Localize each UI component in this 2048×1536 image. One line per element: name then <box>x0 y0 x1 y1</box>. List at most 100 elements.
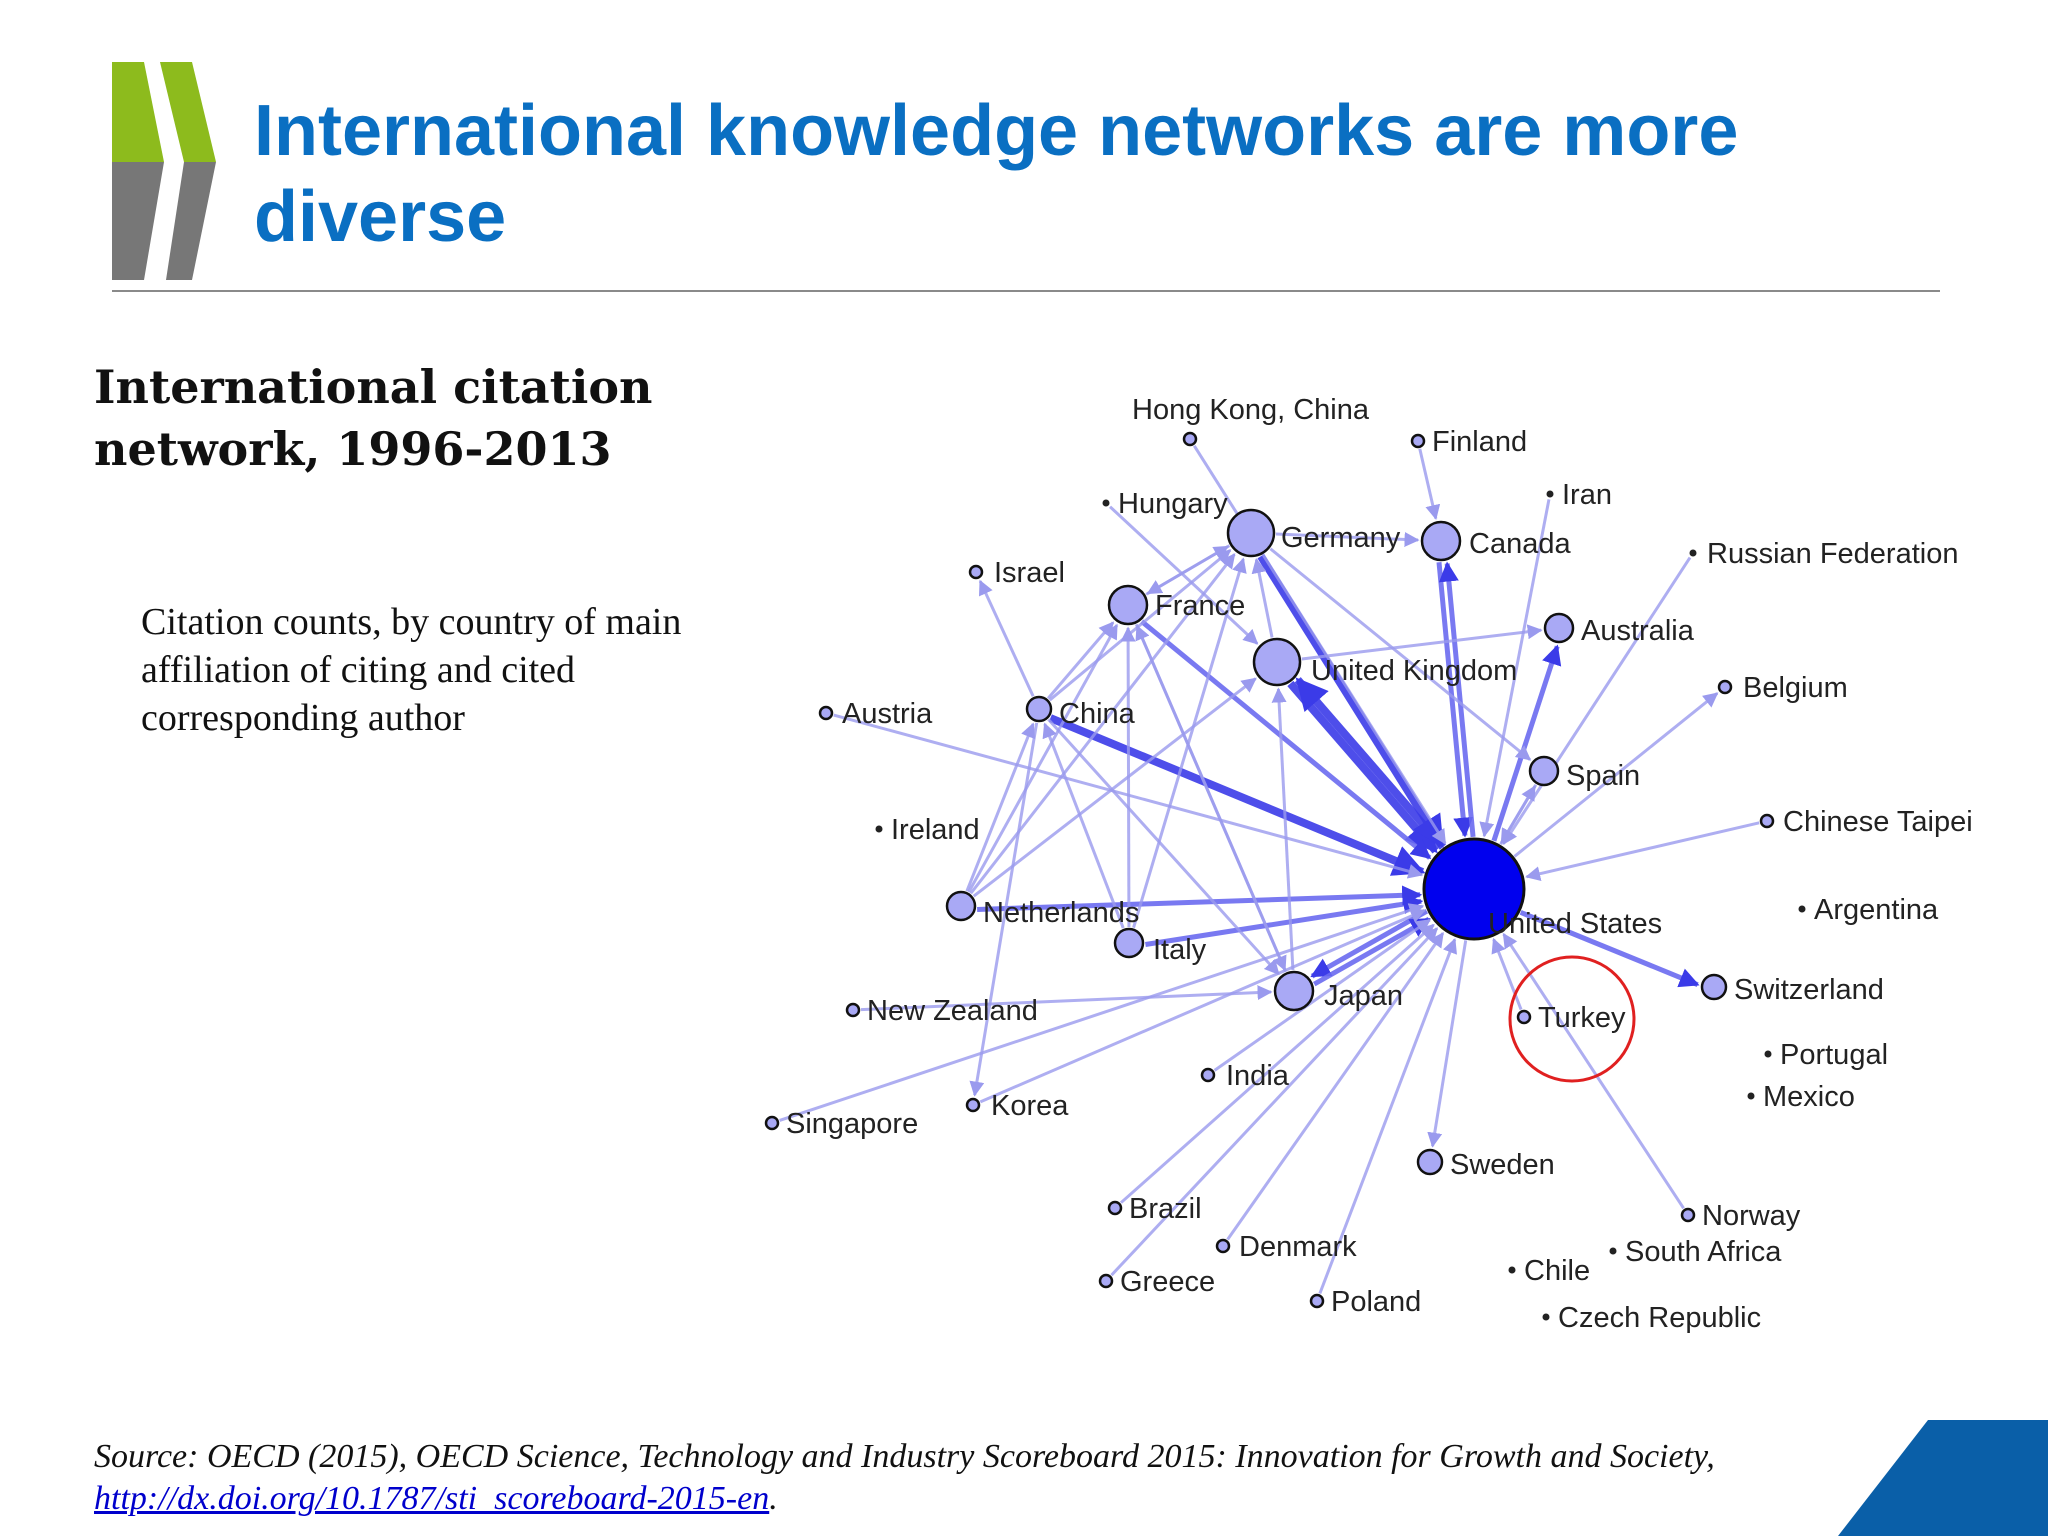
node-label-czech-republic: Czech Republic <box>1558 1302 1761 1334</box>
node-label-norway: Norway <box>1702 1200 1801 1232</box>
title-divider <box>112 290 1940 292</box>
node-japan <box>1273 970 1315 1012</box>
node-france <box>1107 584 1149 626</box>
edge-finland-to-canada <box>1418 448 1441 521</box>
node-label-mexico: Mexico <box>1763 1081 1855 1113</box>
node-label-greece: Greece <box>1120 1266 1215 1298</box>
source-text: Source: OECD (2015), OECD Science, Techn… <box>94 1438 1715 1475</box>
node-label-sweden: Sweden <box>1450 1149 1555 1181</box>
node-hungary <box>1102 499 1110 507</box>
edge-japan-to-united-states <box>1313 916 1431 987</box>
node-label-portugal: Portugal <box>1780 1039 1888 1071</box>
edge-united-states-to-sweden <box>1427 940 1468 1148</box>
edges-layer <box>779 444 1760 1295</box>
node-label-united-states: United States <box>1488 908 1662 940</box>
logo-chevron-grey-right <box>166 162 216 280</box>
node-label-switzerland: Switzerland <box>1734 974 1884 1006</box>
edge-china-to-united-states <box>1048 714 1426 876</box>
slide-title: International knowledge networks are mor… <box>254 91 1739 257</box>
edge-russian-federation-to-united-states <box>1502 556 1692 846</box>
node-hong-kong-china <box>1182 431 1198 447</box>
node-label-south-africa: South Africa <box>1625 1236 1782 1268</box>
edge-denmark-to-united-states <box>1226 931 1445 1241</box>
node-label-finland: Finland <box>1432 426 1527 458</box>
edge-canada-to-united-states <box>1436 562 1474 838</box>
node-label-singapore: Singapore <box>786 1108 918 1140</box>
node-label-hong-kong-china: Hong Kong, China <box>1132 394 1370 426</box>
node-label-hungary: Hungary <box>1118 488 1228 520</box>
node-austria <box>818 705 834 721</box>
node-australia <box>1543 612 1575 644</box>
node-norway <box>1680 1207 1696 1223</box>
node-label-united-kingdom: United Kingdom <box>1311 655 1517 687</box>
edge-united-kingdom-to-germany <box>1251 557 1274 638</box>
edge-united-states-to-united-kingdom <box>1294 677 1446 850</box>
edge-united-states-to-australia <box>1491 644 1562 842</box>
node-argentina <box>1798 905 1806 913</box>
node-united-kingdom <box>1252 637 1302 687</box>
node-label-japan: Japan <box>1324 980 1403 1012</box>
node-south-africa <box>1609 1247 1617 1255</box>
edge-korea-to-united-states <box>979 908 1426 1104</box>
node-label-argentina: Argentina <box>1814 894 1939 926</box>
node-united-states <box>1422 837 1526 941</box>
edge-germany-to-france <box>1146 544 1231 595</box>
node-denmark <box>1215 1238 1231 1254</box>
edge-japan-to-united-kingdom <box>1271 687 1295 971</box>
edge-turkey-to-united-states <box>1491 937 1523 1011</box>
edge-italy-to-china <box>1042 722 1125 929</box>
node-switzerland <box>1700 973 1728 1001</box>
node-label-belgium: Belgium <box>1743 672 1848 704</box>
edge-greece-to-united-states <box>1110 927 1439 1277</box>
edge-china-to-korea <box>969 722 1039 1097</box>
edge-singapore-to-united-states <box>779 903 1425 1122</box>
oecd-logo <box>112 62 216 280</box>
edge-hungary-to-united-kingdom <box>1109 505 1259 645</box>
node-label-poland: Poland <box>1331 1286 1421 1318</box>
edge-norway-to-united-states <box>1502 932 1685 1210</box>
corner-decoration <box>1838 1420 2048 1536</box>
node-netherlands <box>945 890 977 922</box>
edge-china-to-israel <box>978 579 1035 697</box>
source-link[interactable]: http://dx.doi.org/10.1787/sti_scoreboard… <box>94 1480 770 1517</box>
edge-china-to-japan <box>1047 718 1280 976</box>
node-russian-federation <box>1689 549 1697 557</box>
edge-france-to-japan <box>1134 623 1287 972</box>
node-ireland <box>875 825 883 833</box>
edge-netherlands-to-germany <box>969 553 1236 895</box>
edge-germany-to-spain <box>1269 547 1532 761</box>
node-label-chile: Chile <box>1524 1255 1590 1287</box>
edge-united-states-to-spain <box>1499 785 1537 846</box>
node-spain <box>1528 755 1560 787</box>
chart-title: International citation network, 1996-201… <box>94 360 653 476</box>
edge-new-zealand-to-japan <box>860 985 1273 1012</box>
node-iran <box>1546 490 1554 498</box>
node-label-germany: Germany <box>1281 522 1401 554</box>
node-sweden <box>1416 1148 1444 1176</box>
node-label-austria: Austria <box>842 698 933 730</box>
node-poland <box>1309 1293 1325 1309</box>
node-finland <box>1410 433 1426 449</box>
source-note: Source: OECD (2015), OECD Science, Techn… <box>94 1436 1834 1520</box>
edge-hong-kong-china-to-united-states <box>1193 444 1447 845</box>
edge-italy-to-united-states <box>1145 894 1424 947</box>
edge-netherlands-to-united-states <box>977 885 1423 912</box>
node-singapore <box>764 1115 780 1131</box>
node-label-canada: Canada <box>1469 528 1571 560</box>
node-greece <box>1098 1273 1114 1289</box>
edge-united-kingdom-to-australia <box>1301 624 1543 661</box>
logo-chevron-green-left <box>112 62 164 162</box>
nodes-layer <box>764 431 1806 1321</box>
node-mexico <box>1747 1092 1755 1100</box>
node-china <box>1025 695 1053 723</box>
edge-united-states-to-switzerland <box>1519 910 1700 988</box>
node-label-spain: Spain <box>1566 760 1640 792</box>
edge-brazil-to-united-states <box>1119 923 1435 1204</box>
node-label-china: China <box>1059 698 1136 730</box>
node-turkey <box>1516 1009 1532 1025</box>
node-label-turkey: Turkey <box>1538 1002 1626 1034</box>
node-chinese-taipei <box>1759 813 1775 829</box>
edge-united-states-to-belgium <box>1513 692 1719 858</box>
edge-china-to-france <box>1046 621 1115 700</box>
edge-netherlands-to-china <box>965 722 1036 892</box>
